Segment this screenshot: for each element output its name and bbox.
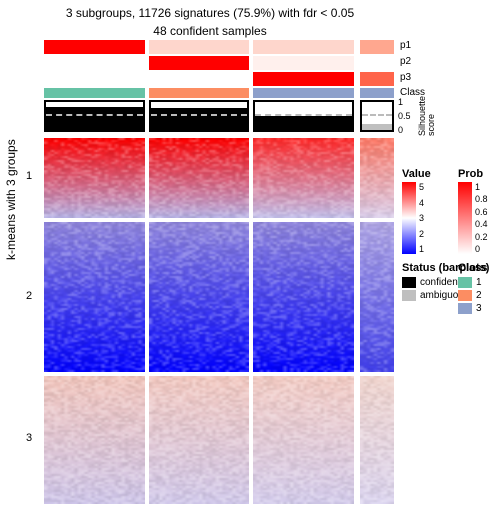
silhouette-bar bbox=[44, 100, 145, 132]
prob-tick: 0.4 bbox=[475, 219, 488, 229]
annotation-cell bbox=[44, 40, 145, 54]
sil-tick-1: 1 bbox=[398, 97, 403, 107]
extra-p2 bbox=[360, 56, 394, 70]
heatmap-group-1 bbox=[44, 138, 354, 218]
annotation-p1 bbox=[44, 40, 354, 54]
extra-sample-column bbox=[360, 40, 394, 484]
annotation-p2 bbox=[44, 56, 354, 70]
heatmap-panel bbox=[44, 376, 145, 504]
legend-prob-gradient bbox=[458, 182, 472, 254]
value-tick: 4 bbox=[419, 198, 424, 208]
legend-swatch bbox=[458, 277, 472, 288]
annotation-cell bbox=[44, 56, 145, 70]
legend-label: 1 bbox=[476, 277, 482, 288]
annotation-cell bbox=[149, 56, 250, 70]
extra-heat-2 bbox=[360, 222, 394, 372]
legend-item: 3 bbox=[458, 302, 487, 315]
prob-tick: 0.6 bbox=[475, 207, 488, 217]
annotation-cell bbox=[253, 56, 354, 70]
extra-silhouette bbox=[360, 100, 394, 132]
heatmap-panel bbox=[253, 222, 354, 372]
legend-value-gradient bbox=[402, 182, 416, 254]
prob-tick: 0 bbox=[475, 244, 488, 254]
heatmap-panel bbox=[149, 138, 250, 218]
legend-label: 2 bbox=[476, 290, 482, 301]
prob-tick: 0.2 bbox=[475, 232, 488, 242]
legend-prob-title: Prob bbox=[458, 168, 488, 180]
y-axis-label: k-means with 3 groups bbox=[4, 139, 18, 260]
legend-class-title: Class bbox=[458, 262, 487, 274]
annotation-p3 bbox=[44, 72, 354, 86]
legend-value: Value 5 4 3 2 1 bbox=[402, 168, 431, 254]
group-label-2: 2 bbox=[26, 290, 32, 302]
annotation-cell bbox=[149, 40, 250, 54]
heatmap-panel bbox=[149, 222, 250, 372]
heatmap-group-3 bbox=[44, 376, 354, 504]
annotation-cell bbox=[253, 88, 354, 98]
value-tick: 1 bbox=[419, 244, 424, 254]
heatmap-panel bbox=[44, 222, 145, 372]
heatmap-panel bbox=[253, 138, 354, 218]
legend-class: Class 1 2 3 bbox=[458, 262, 487, 315]
sil-tick-0.5: 0.5 bbox=[398, 111, 411, 121]
heatmap-group-2 bbox=[44, 222, 354, 372]
annotation-cell bbox=[149, 72, 250, 86]
value-tick: 5 bbox=[419, 182, 424, 192]
extra-heat-1 bbox=[360, 138, 394, 218]
heatmap-panel bbox=[253, 376, 354, 504]
extra-class bbox=[360, 88, 394, 98]
group-label-3: 3 bbox=[26, 432, 32, 444]
annotation-cell bbox=[44, 88, 145, 98]
legend-swatch bbox=[458, 303, 472, 314]
heatmap-panel bbox=[149, 376, 250, 504]
annotation-cell bbox=[253, 40, 354, 54]
value-tick: 2 bbox=[419, 229, 424, 239]
annotation-label-p1: p1 bbox=[400, 40, 411, 51]
legend-item: 1 bbox=[458, 276, 487, 289]
silhouette-row bbox=[44, 100, 354, 132]
value-tick: 3 bbox=[419, 213, 424, 223]
annotation-class bbox=[44, 88, 354, 98]
legend-swatch bbox=[402, 290, 416, 301]
annotation-label-p3: p3 bbox=[400, 72, 411, 83]
prob-tick: 1 bbox=[475, 182, 488, 192]
legend-swatch bbox=[458, 290, 472, 301]
annotation-cell bbox=[149, 88, 250, 98]
silhouette-bar bbox=[253, 100, 354, 132]
group-label-1: 1 bbox=[26, 170, 32, 182]
legend-item: 2 bbox=[458, 289, 487, 302]
legend-label: confident bbox=[420, 277, 461, 288]
extra-p1 bbox=[360, 40, 394, 54]
extra-heat-3 bbox=[360, 376, 394, 504]
legend-prob: Prob 1 0.8 0.6 0.4 0.2 0 bbox=[458, 168, 488, 254]
main-plot-area: 1 2 3 bbox=[44, 40, 354, 484]
title-line-2: 48 confident samples bbox=[40, 24, 380, 38]
silhouette-bar bbox=[149, 100, 250, 132]
annotation-label-p2: p2 bbox=[400, 56, 411, 67]
annotation-cell bbox=[253, 72, 354, 86]
prob-tick: 0.8 bbox=[475, 194, 488, 204]
legend-value-title: Value bbox=[402, 168, 431, 180]
title-line-1: 3 subgroups, 11726 signatures (75.9%) wi… bbox=[40, 6, 380, 20]
annotation-cell bbox=[44, 72, 145, 86]
legend-label: 3 bbox=[476, 303, 482, 314]
legend-swatch bbox=[402, 277, 416, 288]
heatmap-panel bbox=[44, 138, 145, 218]
extra-p3 bbox=[360, 72, 394, 86]
sil-tick-0: 0 bbox=[398, 125, 403, 135]
sil-axis-title: Silhouettescore bbox=[418, 96, 436, 136]
